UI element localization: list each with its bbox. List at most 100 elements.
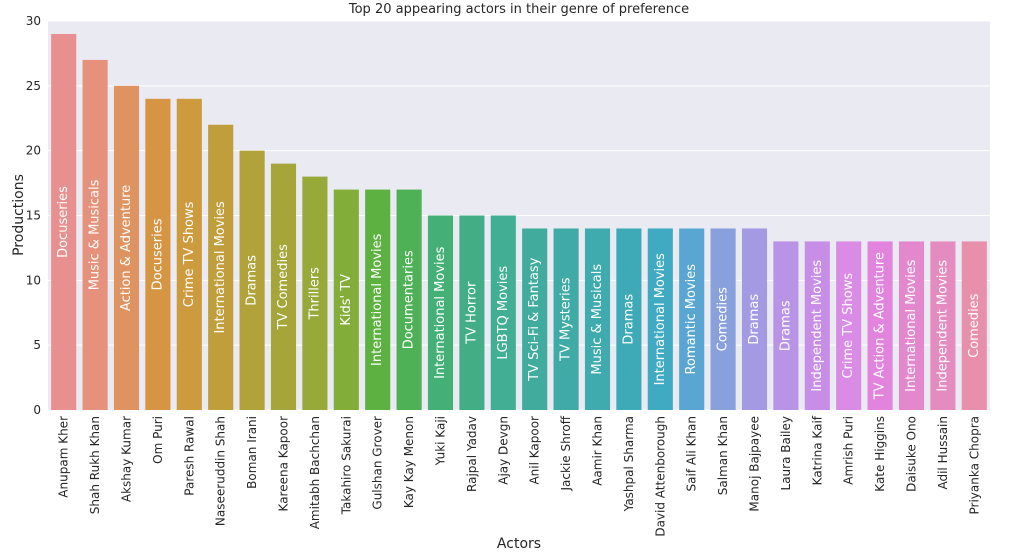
- bar-genre-label: TV Horror: [464, 281, 479, 345]
- bar: [773, 241, 799, 410]
- x-tick-label: Yashpal Sharma: [622, 416, 636, 512]
- bar-genre-label: Dramas: [747, 294, 762, 345]
- bar: [490, 215, 516, 410]
- bar-genre-label: Docuseries: [56, 186, 71, 258]
- x-tick-label: Naseeruddin Shah: [214, 416, 228, 526]
- bar-genre-label: International Movies: [653, 253, 668, 386]
- bar: [427, 215, 454, 410]
- bar: [836, 241, 862, 410]
- y-tick-label: 5: [33, 338, 41, 352]
- x-tick-label: Katrina Kaif: [810, 415, 824, 485]
- bar-genre-label: Thrillers: [307, 267, 322, 321]
- y-tick-label: 30: [26, 14, 41, 28]
- bar-genre-labels: Docuseries Music & Musicals Action & Adven…: [56, 179, 982, 400]
- x-tick-label: David Attenborough: [653, 416, 667, 537]
- bar: [616, 228, 642, 410]
- bar-genre-label: Independent Movies: [810, 260, 825, 392]
- bar: [208, 124, 234, 410]
- x-tick-labels: Anupam Kher Shah Rukh Khan Akshay Kumar Om …: [57, 415, 982, 536]
- y-tick-label: 10: [26, 273, 41, 287]
- bar: [270, 163, 297, 410]
- bar-genre-label: Crime TV Shows: [182, 201, 197, 307]
- bar: [522, 228, 548, 410]
- bar: [710, 228, 736, 410]
- x-axis-label: Actors: [497, 536, 541, 552]
- x-tick-label: Yuki Kaji: [434, 416, 448, 466]
- bar-genre-label: Action & Adventure: [119, 185, 134, 311]
- x-tick-label: Rajpal Yadav: [465, 416, 479, 492]
- bar: [51, 33, 77, 410]
- bar: [679, 228, 705, 410]
- x-tick-label: Jackie Shroff: [559, 415, 573, 491]
- x-tick-label: Boman Irani: [245, 416, 259, 489]
- bar: [867, 241, 893, 410]
- x-tick-label: Kate Higgins: [873, 416, 887, 492]
- x-tick-label: Amitabh Bachchan: [308, 416, 322, 529]
- x-tick-label: Anil Kapoor: [528, 416, 542, 485]
- bar-genre-label: International Movies: [433, 246, 448, 379]
- x-tick-label: Kay Kay Menon: [402, 416, 416, 508]
- x-tick-label: Priyanka Chopra: [967, 416, 981, 515]
- chart-title: Top 20 appearing actors in their genre o…: [348, 2, 689, 17]
- x-tick-label: Laura Bailey: [779, 416, 793, 490]
- y-tick-label: 0: [33, 403, 41, 417]
- bar: [930, 241, 956, 410]
- x-tick-label: Salman Khan: [716, 416, 730, 495]
- bar-genre-label: International Movies: [370, 233, 385, 366]
- bar-genre-label: Music & Musicals: [88, 179, 103, 290]
- bar-genre-label: TV Mysteries: [559, 277, 574, 362]
- x-tick-label: Anupam Kher: [57, 416, 71, 498]
- x-tick-label: Kareena Kapoor: [277, 416, 291, 512]
- bar: [176, 98, 202, 411]
- x-tick-label: Ajay Devgn: [496, 416, 510, 485]
- x-tick-label: Shah Rukh Khan: [88, 416, 102, 514]
- bar-genre-label: Dramas: [778, 300, 793, 351]
- x-tick-label: Saif Ali Khan: [685, 416, 699, 491]
- bar-genre-label: Independent Movies: [935, 260, 950, 392]
- bar: [553, 228, 579, 410]
- bar: [961, 241, 987, 410]
- bar-genre-label: Docuseries: [150, 218, 165, 290]
- bar: [396, 189, 422, 410]
- bar-genre-label: LGBTQ Movies: [496, 266, 511, 360]
- x-tick-label: Daisuke Ono: [905, 416, 919, 492]
- bar-genre-label: TV Sci-Fi & Fantasy: [527, 257, 542, 382]
- bar-genre-label: Comedies: [967, 293, 982, 358]
- bar-genre-label: Comedies: [716, 287, 731, 352]
- x-tick-label: Amrish Puri: [842, 416, 856, 485]
- bar: [459, 215, 485, 410]
- x-tick-label: Om Puri: [151, 416, 165, 464]
- y-tick-label: 25: [26, 79, 41, 93]
- bar: [82, 59, 108, 411]
- grid-lines: [48, 20, 990, 411]
- bar-genre-label: International Movies: [904, 259, 919, 392]
- bar-genre-label: Music & Musicals: [590, 264, 605, 375]
- bars: [51, 33, 987, 411]
- y-tick-label: 15: [26, 209, 41, 223]
- y-tick-labels: 0 5 10 15 20 25 30: [26, 14, 41, 417]
- bar-genre-label: Dramas: [621, 294, 636, 345]
- bar: [302, 176, 328, 410]
- bar-genre-label: Kids' TV: [339, 274, 354, 326]
- bar-genre-label: TV Comedies: [276, 244, 291, 331]
- x-tick-label: Akshay Kumar: [120, 416, 134, 502]
- bar-genre-label: TV Action & Adventure: [873, 252, 888, 400]
- bar: [365, 189, 391, 410]
- x-tick-label: Paresh Rawal: [182, 416, 196, 496]
- x-tick-label: Takahiro Sakurai: [339, 416, 353, 515]
- y-tick-label: 20: [26, 144, 41, 158]
- x-tick-label: Aamir Khan: [591, 416, 605, 486]
- bar-genre-label: Crime TV Shows: [841, 273, 856, 379]
- bar: [898, 241, 925, 410]
- bar: [145, 98, 171, 411]
- bar: [239, 150, 265, 410]
- bar: [741, 228, 768, 410]
- x-tick-label: Gulshan Grover: [371, 416, 385, 510]
- bar: [333, 189, 359, 410]
- bar: [584, 228, 611, 410]
- bar: [113, 85, 140, 410]
- y-axis-label: Productions: [11, 174, 27, 256]
- bar-genre-label: Romantic Movies: [684, 264, 699, 375]
- bar-genre-label: Dramas: [245, 255, 260, 306]
- bar-genre-label: Documentaries: [402, 250, 417, 349]
